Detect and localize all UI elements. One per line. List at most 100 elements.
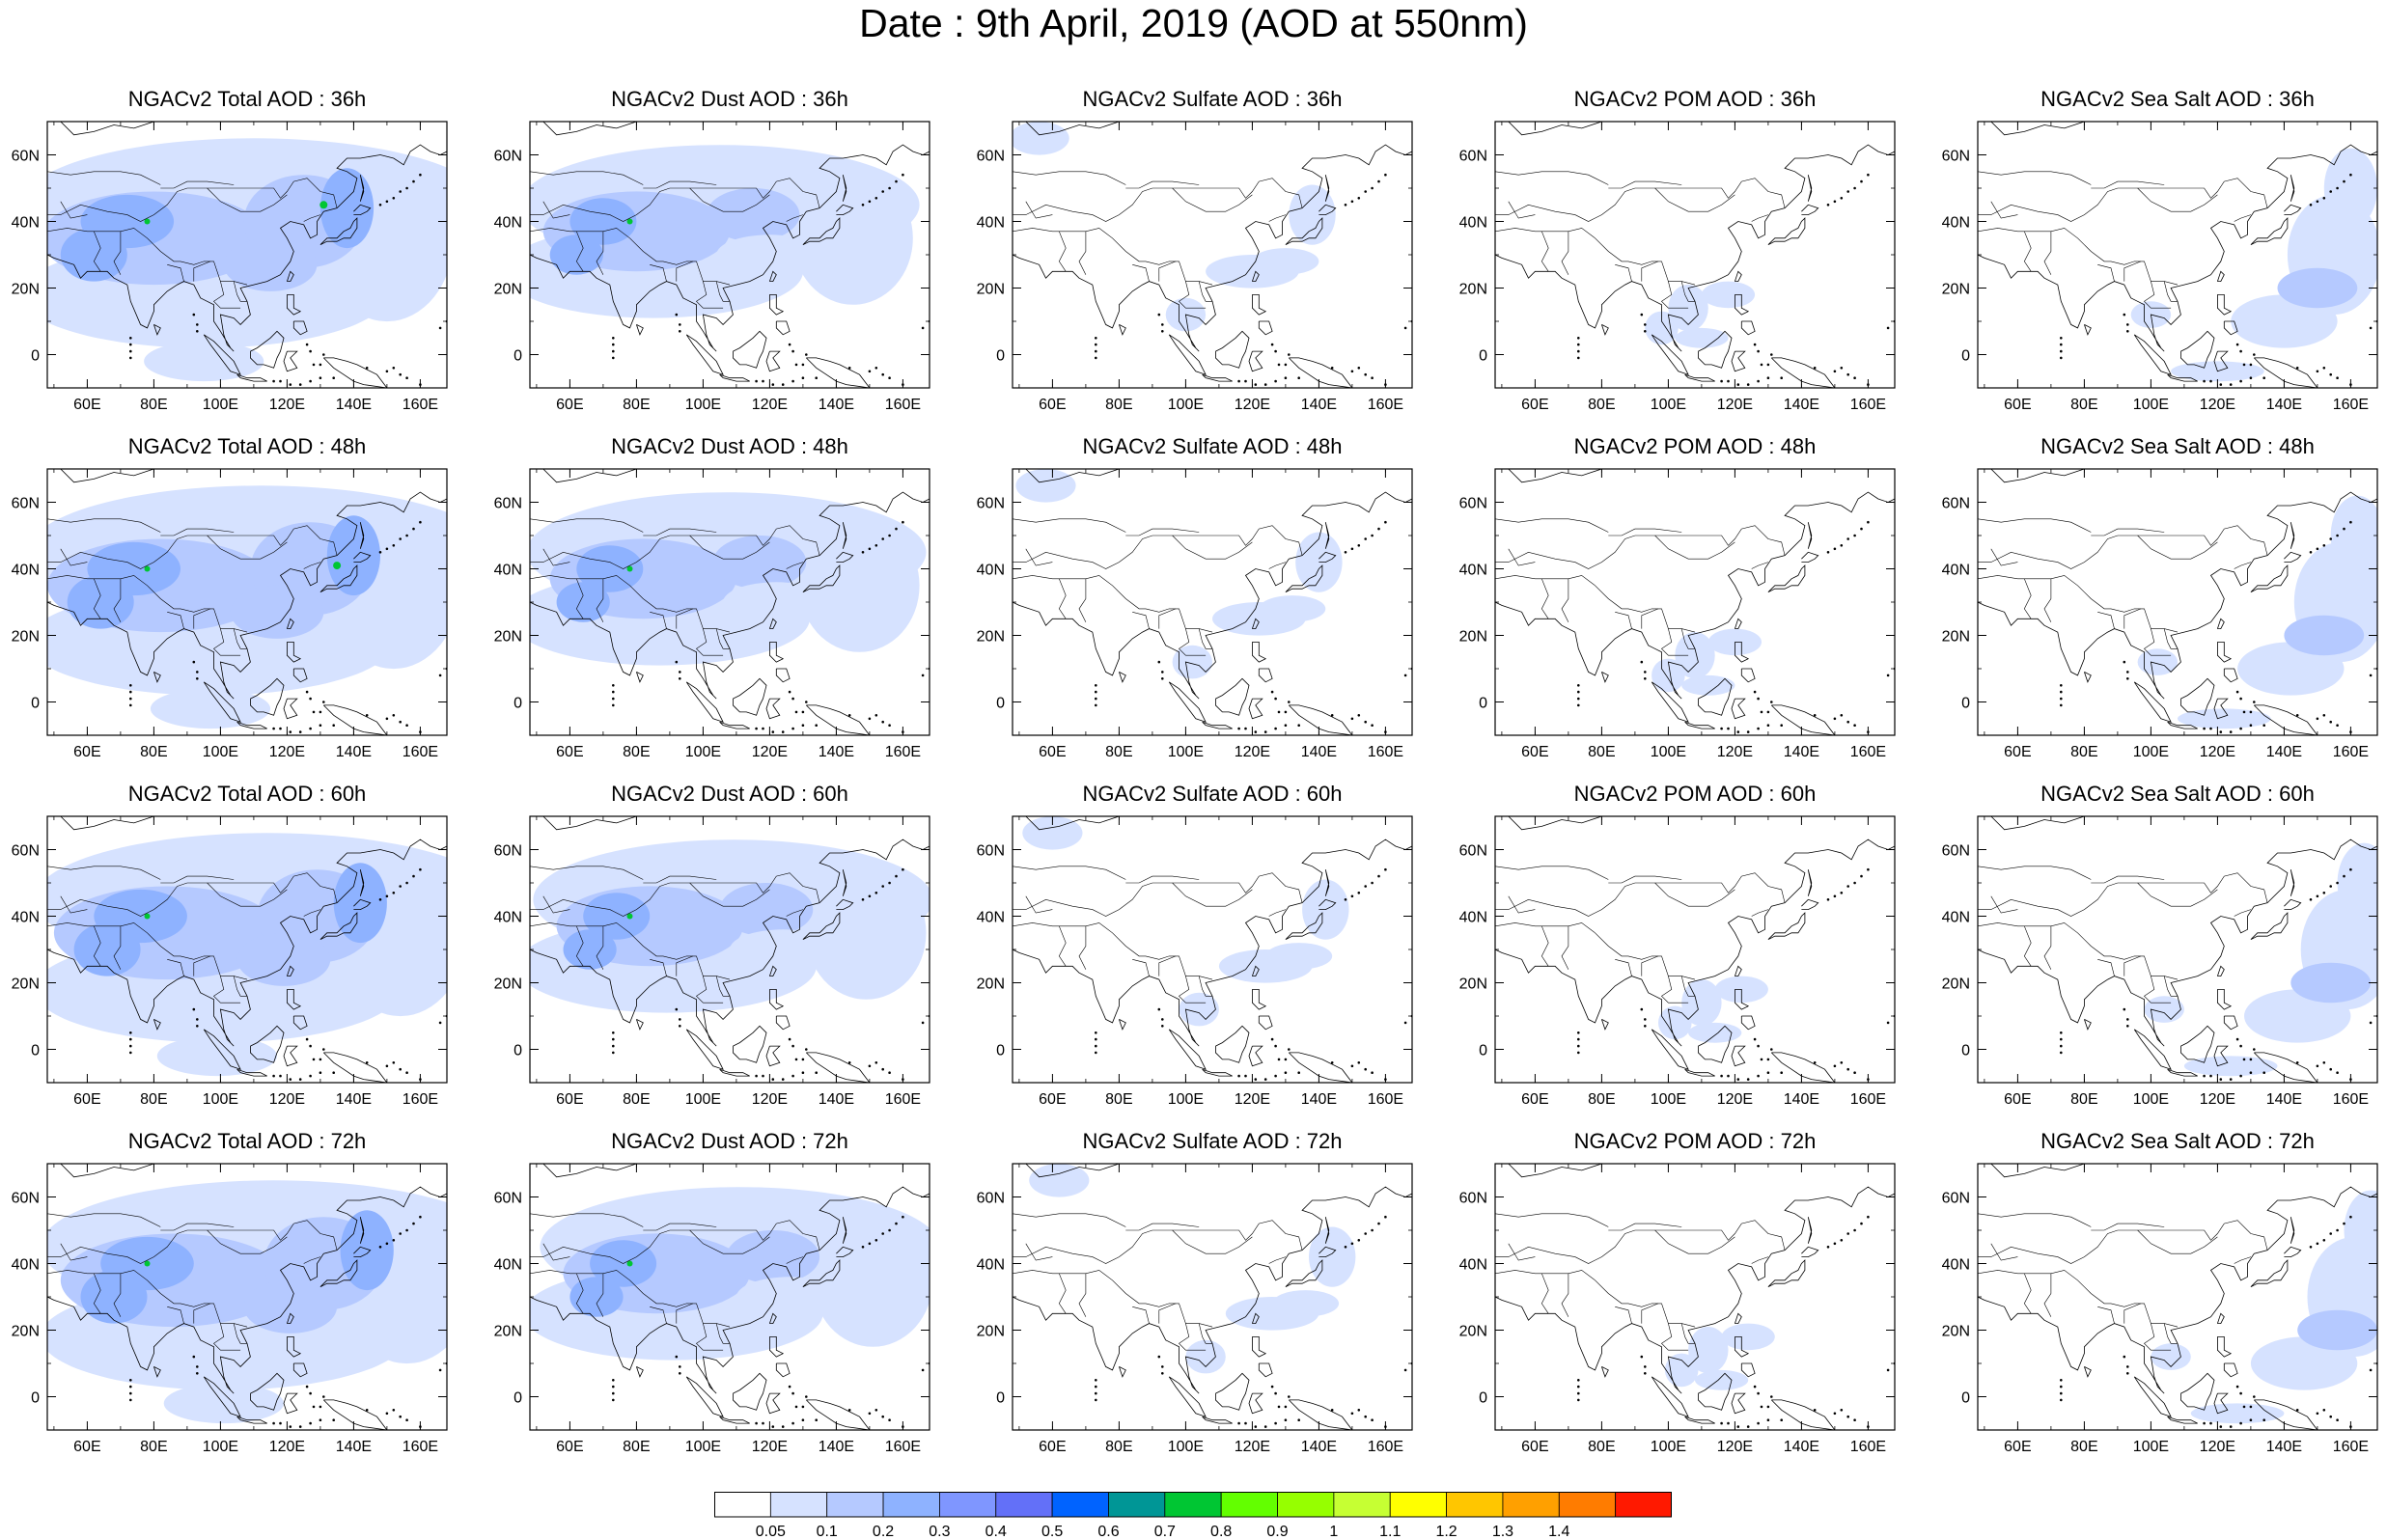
islet (1757, 1074, 1760, 1078)
islet (399, 372, 402, 376)
islet (1095, 1037, 1097, 1041)
islet (1833, 370, 1837, 373)
coastline (775, 320, 791, 336)
islet (1867, 173, 1870, 177)
coastline (732, 1025, 767, 1063)
coastline (153, 672, 161, 683)
islet (1095, 1391, 1097, 1395)
islet (2309, 898, 2313, 901)
islet (1364, 885, 1368, 888)
lon-tick-label: 60E (73, 1439, 100, 1455)
islet (2322, 197, 2326, 200)
border (1608, 528, 1682, 536)
islet (309, 1421, 312, 1425)
islet (612, 1031, 615, 1034)
aod-field (1495, 816, 1895, 1083)
islet (2209, 727, 2212, 730)
islet (1860, 179, 1863, 183)
lat-tick-label: 20N (977, 1324, 1005, 1340)
lat-tick-label: 40N (1942, 1257, 1970, 1274)
islet (868, 717, 872, 721)
coastline (2217, 270, 2225, 283)
border (213, 1323, 241, 1351)
aod-peak (144, 218, 151, 225)
border (715, 1323, 730, 1344)
islet (1727, 1421, 1730, 1425)
border (1561, 1273, 1569, 1317)
coastline (1697, 1372, 1733, 1411)
islet (1263, 383, 1267, 386)
islet (1364, 372, 1368, 376)
aod-region (223, 237, 318, 291)
aod-region (2337, 842, 2377, 923)
lat-tick-label: 60N (1942, 843, 1970, 860)
lat-tick-label: 20N (1459, 1324, 1487, 1340)
islet (321, 1395, 325, 1398)
aod-region (549, 234, 603, 275)
border (1158, 608, 1177, 629)
border (1125, 528, 1200, 536)
islet (129, 1378, 132, 1382)
islet (1297, 1418, 1301, 1422)
islet (2239, 1044, 2242, 1048)
islet (279, 1421, 282, 1425)
coastline (1508, 816, 1602, 831)
islet (1846, 1067, 1850, 1071)
islet (1357, 1239, 1361, 1242)
islet (771, 730, 775, 733)
islet (399, 1415, 402, 1418)
coastline (287, 965, 294, 977)
border (1013, 518, 1126, 533)
lat-tick-label: 60N (1942, 149, 1970, 165)
border (1013, 922, 1213, 980)
colorbar-swatch (826, 1492, 884, 1518)
panel-title: NGACv2 Sea Salt AOD : 48h (2040, 434, 2315, 458)
border (530, 228, 731, 286)
islet (1886, 326, 1890, 330)
coastline (1734, 641, 1750, 663)
islet (196, 677, 199, 680)
border (2234, 1256, 2251, 1264)
coastline (283, 1392, 298, 1415)
border (1158, 261, 1177, 282)
islet (1161, 1372, 1164, 1375)
border (2234, 214, 2251, 222)
islet (1377, 527, 1380, 531)
islet (2239, 1421, 2242, 1425)
lon-tick-label: 140E (2266, 1439, 2302, 1455)
islet (419, 867, 422, 871)
islet (1274, 697, 1277, 701)
islet (888, 534, 891, 537)
islet (2249, 1058, 2253, 1061)
border (530, 178, 820, 222)
border (1654, 535, 1735, 560)
islet (1157, 1355, 1161, 1359)
borders (47, 866, 338, 1004)
border (2137, 1229, 2218, 1254)
islet (874, 544, 878, 547)
border (213, 281, 241, 309)
border (1641, 955, 1659, 976)
coastline (203, 1029, 241, 1070)
islet (1840, 1060, 1844, 1064)
islet (1757, 1421, 1760, 1425)
border (233, 628, 247, 649)
islet (1746, 383, 1750, 386)
coastline (802, 217, 841, 246)
islet (1364, 1067, 1368, 1071)
border (2097, 264, 2115, 282)
border (2097, 959, 2115, 976)
islet (312, 363, 316, 367)
border (303, 1256, 320, 1264)
islet (2242, 363, 2246, 367)
islet (196, 1025, 199, 1028)
coastline (802, 1259, 841, 1288)
border (596, 925, 604, 970)
islet (385, 200, 389, 204)
lon-tick-label: 60E (2004, 397, 2031, 413)
islet (1780, 1418, 1784, 1422)
border (676, 1303, 694, 1324)
border (1025, 201, 1053, 219)
border (167, 264, 184, 282)
border (47, 171, 161, 185)
